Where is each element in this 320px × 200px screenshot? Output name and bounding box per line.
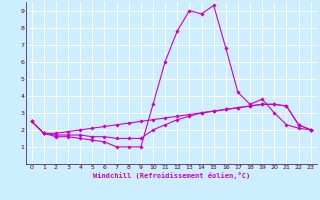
X-axis label: Windchill (Refroidissement éolien,°C): Windchill (Refroidissement éolien,°C) (92, 172, 250, 179)
